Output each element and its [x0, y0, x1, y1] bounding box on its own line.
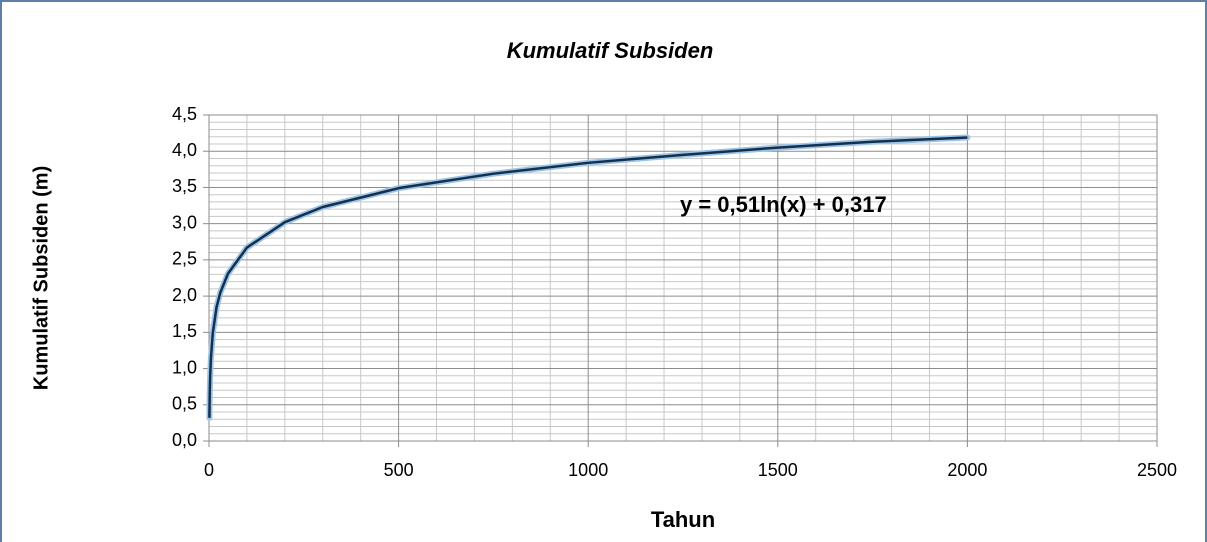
x-tick-label: 2500: [1137, 460, 1177, 480]
x-tick-label: 0: [204, 460, 214, 480]
line: [208, 136, 968, 418]
y-tick-label: 0,5: [172, 394, 197, 414]
chart-title: Kumulatif Subsiden: [507, 38, 714, 63]
y-tick-label: 3,5: [172, 176, 197, 196]
x-tick-label: 1000: [568, 460, 608, 480]
y-tick-label: 2,5: [172, 249, 197, 269]
major-grid: [203, 114, 1158, 447]
y-tick-label: 4,5: [172, 104, 197, 124]
y-tick-label: 3,0: [172, 212, 197, 232]
x-tick-label: 2000: [947, 460, 987, 480]
y-axis-label: Kumulatif Subsiden (m): [30, 166, 52, 390]
y-tick-label: 2,0: [172, 285, 197, 305]
minor-grid: [209, 115, 1157, 441]
y-tick-label: 1,5: [172, 321, 197, 341]
x-axis-label: Tahun: [651, 507, 715, 532]
y-tick-label: 1,0: [172, 357, 197, 377]
trendline-equation: y = 0,51ln(x) + 0,317: [680, 192, 887, 217]
plot-border: [208, 114, 1158, 442]
y-tick-label: 0,0: [172, 430, 197, 450]
x-tick-label: 1500: [758, 460, 798, 480]
y-tick-label: 4,0: [172, 140, 197, 160]
x-tick-label: 500: [384, 460, 414, 480]
plot: [206, 134, 971, 421]
